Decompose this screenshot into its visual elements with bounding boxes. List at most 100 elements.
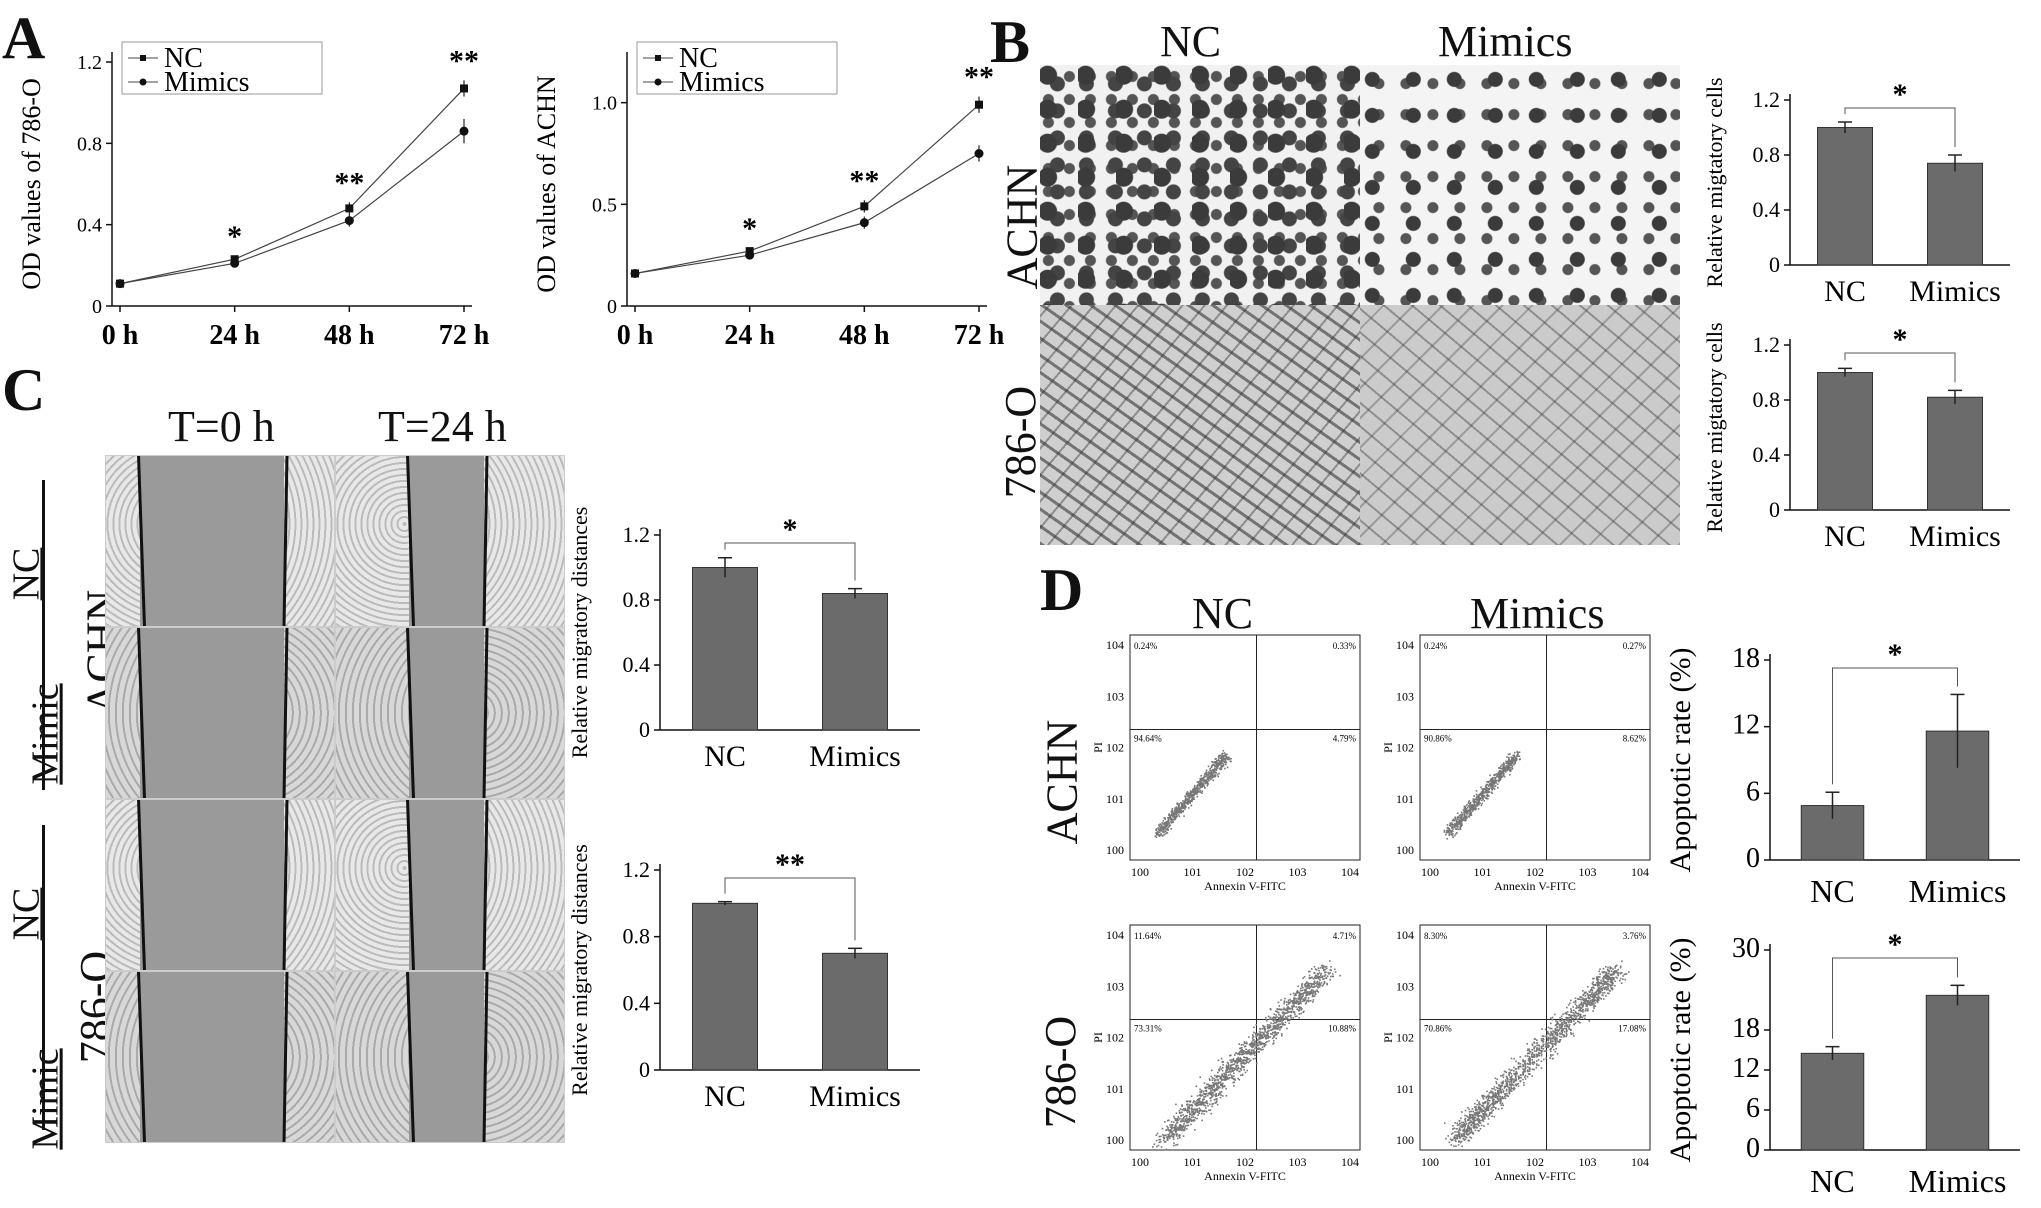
event-dot <box>1227 756 1230 759</box>
event-dot <box>1234 1078 1236 1080</box>
event-dot <box>1320 976 1323 979</box>
event-dot <box>1199 1103 1202 1106</box>
event-dot <box>1462 1133 1465 1135</box>
event-dot <box>1182 1126 1185 1128</box>
event-dot <box>1565 1024 1568 1026</box>
event-dot <box>1254 1054 1256 1057</box>
event-dot <box>1580 1002 1583 1005</box>
event-dot <box>1459 828 1462 830</box>
event-dot <box>1317 976 1320 979</box>
event-dot <box>1201 792 1203 794</box>
event-dot <box>1228 1071 1230 1073</box>
event-dot <box>1453 1145 1455 1147</box>
event-dot <box>1162 828 1164 831</box>
y-tick-label: 1.2 <box>77 52 102 74</box>
event-dot <box>1229 1070 1231 1073</box>
event-dot <box>1485 794 1488 797</box>
event-dot <box>1206 1083 1208 1086</box>
event-dot <box>1545 1043 1547 1046</box>
y-tick-label: 0.4 <box>1753 442 1781 467</box>
event-dot <box>1591 993 1593 995</box>
bar-nc <box>1800 1052 1865 1151</box>
event-dot <box>1458 820 1460 823</box>
event-dot <box>1485 1114 1488 1117</box>
event-dot <box>1220 1084 1222 1086</box>
event-dot <box>1506 766 1509 768</box>
event-dot <box>1455 1127 1458 1130</box>
event-dot <box>1617 974 1620 977</box>
transwell-achn-mimics <box>1360 65 1680 305</box>
event-dot <box>1554 1029 1557 1031</box>
event-dot <box>1608 983 1611 986</box>
event-dot <box>1600 981 1603 984</box>
event-dot <box>1542 1038 1545 1041</box>
event-dot <box>1496 774 1499 776</box>
event-dot <box>1597 982 1600 985</box>
event-dot <box>1480 792 1483 795</box>
event-dot <box>1470 1116 1473 1119</box>
event-dot <box>1197 1103 1200 1105</box>
event-dot <box>1241 1074 1244 1076</box>
y-tick-label: 1.2 <box>1753 332 1781 357</box>
event-dot <box>1206 1101 1208 1103</box>
event-dot <box>1507 763 1509 765</box>
event-dot <box>1449 1138 1452 1140</box>
event-dot <box>1258 1040 1261 1043</box>
event-dot <box>1486 1105 1489 1107</box>
wound-image-r2-c0 <box>105 799 335 971</box>
event-dot <box>1596 993 1598 995</box>
event-dot <box>1167 820 1170 822</box>
event-dot <box>1285 1004 1288 1006</box>
event-dot <box>1198 1103 1201 1106</box>
event-dot <box>1495 779 1498 782</box>
event-dot <box>1554 1042 1557 1045</box>
event-dot <box>1167 817 1169 819</box>
event-dot <box>1237 1077 1240 1080</box>
event-dot <box>1183 1122 1185 1125</box>
event-dot <box>1599 973 1601 975</box>
event-dot <box>1553 1013 1556 1016</box>
event-dot <box>1250 1045 1253 1048</box>
x-axis-label: Annexin V-FITC <box>1204 1169 1286 1183</box>
event-dot <box>1485 1109 1488 1112</box>
event-dot <box>1235 1058 1238 1060</box>
event-dot <box>1194 1108 1196 1111</box>
event-dot <box>1582 997 1584 1000</box>
event-dot <box>1483 1106 1485 1109</box>
event-dot <box>1263 1035 1266 1038</box>
quadrant-lr: 17.08% <box>1618 1024 1646 1034</box>
event-dot <box>1321 985 1324 987</box>
event-dot <box>1458 1140 1461 1143</box>
event-dot <box>1186 799 1188 801</box>
panel-b-row-achn: ACHN <box>997 164 1047 290</box>
event-dot <box>1459 819 1462 822</box>
event-dot <box>1585 1000 1587 1002</box>
event-dot <box>1237 1064 1239 1067</box>
event-dot <box>1485 1107 1488 1110</box>
event-dot <box>1452 1128 1454 1130</box>
event-dot <box>1178 1124 1181 1126</box>
event-dot <box>1265 1035 1268 1038</box>
event-dot <box>1468 1130 1470 1132</box>
event-dot <box>1488 795 1490 797</box>
event-dot <box>1217 1059 1220 1062</box>
event-dot <box>1554 1040 1557 1043</box>
event-dot <box>1169 1130 1172 1132</box>
event-dot <box>1454 834 1456 837</box>
event-dot <box>1169 1131 1171 1134</box>
event-dot <box>1597 993 1600 995</box>
event-dot <box>1500 772 1502 775</box>
event-dot <box>1602 971 1605 974</box>
event-dot <box>1538 1047 1540 1050</box>
point-nc <box>860 202 869 211</box>
wound-image-r3-c0 <box>105 971 335 1143</box>
event-dot <box>1191 1111 1193 1114</box>
event-dot <box>1196 1111 1199 1113</box>
event-dot <box>1287 1001 1289 1003</box>
event-dot <box>1480 797 1483 799</box>
event-dot <box>1528 1057 1531 1059</box>
event-dot <box>1485 783 1488 786</box>
event-dot <box>1274 1031 1276 1033</box>
event-dot <box>1163 1137 1166 1140</box>
